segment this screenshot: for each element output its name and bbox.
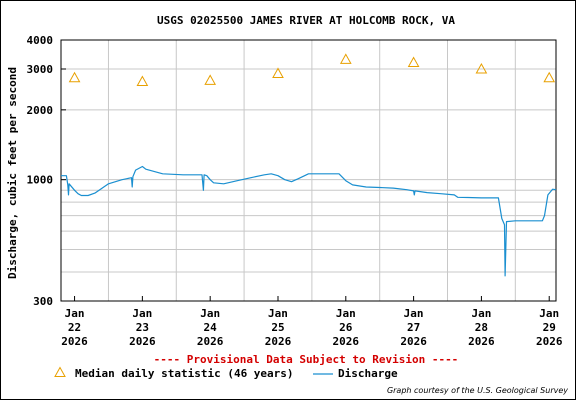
median-marker [407,56,420,67]
y-tick-label: 300 [33,295,53,308]
legend-discharge-label: Discharge [338,367,398,380]
x-axis-ticks: Jan222026Jan232026Jan242026Jan252026Jan2… [61,296,563,348]
x-tick-label: 2026 [265,335,292,348]
chart-title: USGS 02025500 JAMES RIVER AT HOLCOMB ROC… [157,14,455,27]
x-tick-label: 2026 [468,335,495,348]
plot-area-frame [60,39,557,302]
median-marker [68,71,81,83]
x-tick-label: Jan [336,307,356,320]
x-tick-label: 2026 [197,335,224,348]
x-tick-label: 22 [68,321,81,334]
x-tick-label: 2026 [61,335,88,348]
x-tick-label: 24 [204,321,218,334]
x-tick-label: Jan [404,307,424,320]
y-axis-label: Discharge, cubic feet per second [6,67,19,279]
x-tick-label: 2026 [129,335,156,348]
x-tick-label: 2026 [536,335,563,348]
y-tick-label: 4000 [27,34,54,47]
x-tick-label: Jan [132,307,152,320]
y-tick-label: 2000 [27,104,54,117]
x-tick-label: Jan [539,307,559,320]
x-tick-label: 28 [475,321,488,334]
x-tick-label: Jan [268,307,288,320]
x-tick-label: 2026 [400,335,427,348]
median-marker [272,67,284,78]
discharge-line [61,165,557,277]
y-tick-label: 1000 [27,174,54,187]
y-tick-label: 3000 [27,63,54,76]
legend: Median daily statistic (46 years) Discha… [54,366,398,380]
x-tick-label: Jan [65,307,85,320]
grid-lines [61,40,556,301]
x-tick-label: Jan [200,307,220,320]
x-tick-label: Jan [471,307,491,320]
x-tick-label: 29 [543,321,556,334]
median-marker [475,62,488,74]
x-tick-label: 2026 [333,335,360,348]
median-marker [339,53,352,64]
median-marker [136,75,149,86]
x-tick-label: 23 [136,321,149,334]
x-tick-label: 27 [407,321,420,334]
median-marker [204,74,217,85]
y-axis-ticks: 300 1000 2000 3000 4000 [27,34,66,308]
x-tick-label: 25 [271,321,284,334]
median-marker [543,71,556,83]
legend-median-label: Median daily statistic (46 years) [75,367,294,380]
provisional-data-note: ---- Provisional Data Subject to Revisio… [154,353,459,366]
x-tick-label: 26 [339,321,353,334]
legend-median-marker [54,366,66,377]
series-layer [61,53,557,277]
graph-courtesy-note: Graph courtesy of the U.S. Geological Su… [387,386,568,395]
